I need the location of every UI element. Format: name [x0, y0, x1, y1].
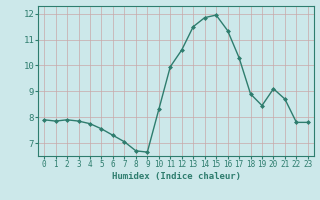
- X-axis label: Humidex (Indice chaleur): Humidex (Indice chaleur): [111, 172, 241, 181]
